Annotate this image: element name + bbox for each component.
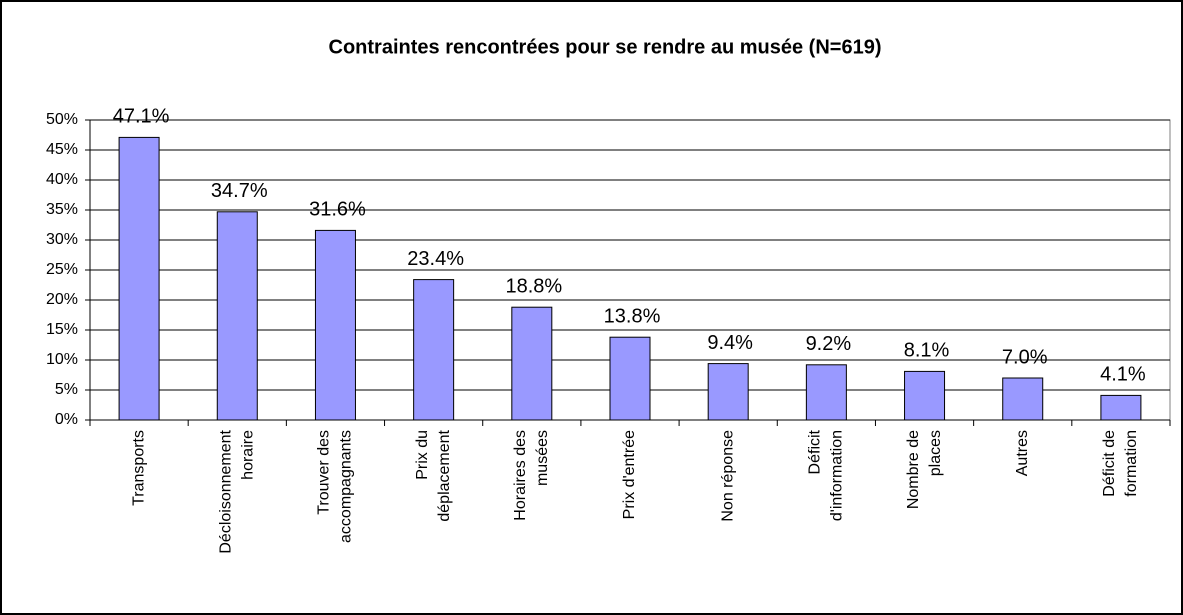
y-tick-label: 15% (46, 321, 78, 338)
bar (609, 336, 651, 421)
y-tick-label: 35% (46, 201, 78, 218)
x-tick-label: horaire (239, 430, 256, 480)
x-tick-label: Autres (1014, 430, 1031, 476)
x-tick-label: Non réponse (719, 430, 736, 522)
x-tick-label: Prix du (414, 430, 431, 480)
data-label: 9.2% (806, 333, 852, 355)
x-tick-label: formation (1123, 430, 1140, 497)
y-tick-label: 40% (46, 171, 78, 188)
y-tick-label: 50% (46, 111, 78, 128)
bar (1002, 377, 1044, 421)
y-tick-label: 20% (46, 291, 78, 308)
data-label: 34.7% (211, 180, 268, 202)
x-tick-label: Déficit de (1101, 430, 1118, 497)
data-label: 4.1% (1100, 364, 1146, 386)
x-tick-label: Nombre de (905, 430, 922, 509)
y-tick-label: 25% (46, 261, 78, 278)
chart-title: Contraintes rencontrées pour se rendre a… (329, 36, 882, 58)
y-tick-label: 5% (55, 381, 78, 398)
bar (118, 136, 160, 421)
x-tick-label: musées (534, 430, 551, 486)
x-tick-label: Trouver des (316, 430, 333, 515)
x-tick-label: d'information (829, 430, 846, 521)
data-label: 13.8% (604, 305, 661, 327)
data-label: 8.1% (904, 340, 950, 362)
bar (805, 364, 847, 421)
data-label: 9.4% (707, 332, 753, 354)
x-tick-label: Décloisonnement (217, 429, 234, 553)
data-label: 7.0% (1002, 346, 1048, 368)
x-tick-label: Déficit (807, 429, 824, 474)
bar (413, 279, 455, 421)
bar (1100, 394, 1142, 421)
y-tick-label: 0% (55, 411, 78, 428)
x-tick-label: déplacement (436, 429, 453, 521)
y-tick-label: 45% (46, 141, 78, 158)
bar (314, 229, 356, 421)
x-tick-label: Prix d'entrée (621, 430, 638, 519)
x-tick-label: places (927, 430, 944, 476)
bar (511, 306, 553, 421)
bar (707, 363, 749, 421)
data-label: 47.1% (113, 106, 170, 128)
data-label: 18.8% (505, 275, 562, 297)
x-tick-label: Transports (130, 430, 147, 506)
data-label: 31.6% (309, 199, 366, 221)
x-tick-label: accompagnants (338, 430, 355, 543)
y-tick-label: 30% (46, 231, 78, 248)
bar (904, 370, 946, 421)
data-label: 23.4% (407, 248, 464, 270)
bar (216, 211, 258, 421)
x-tick-label: Horaires des (512, 430, 529, 521)
y-tick-label: 10% (46, 351, 78, 368)
